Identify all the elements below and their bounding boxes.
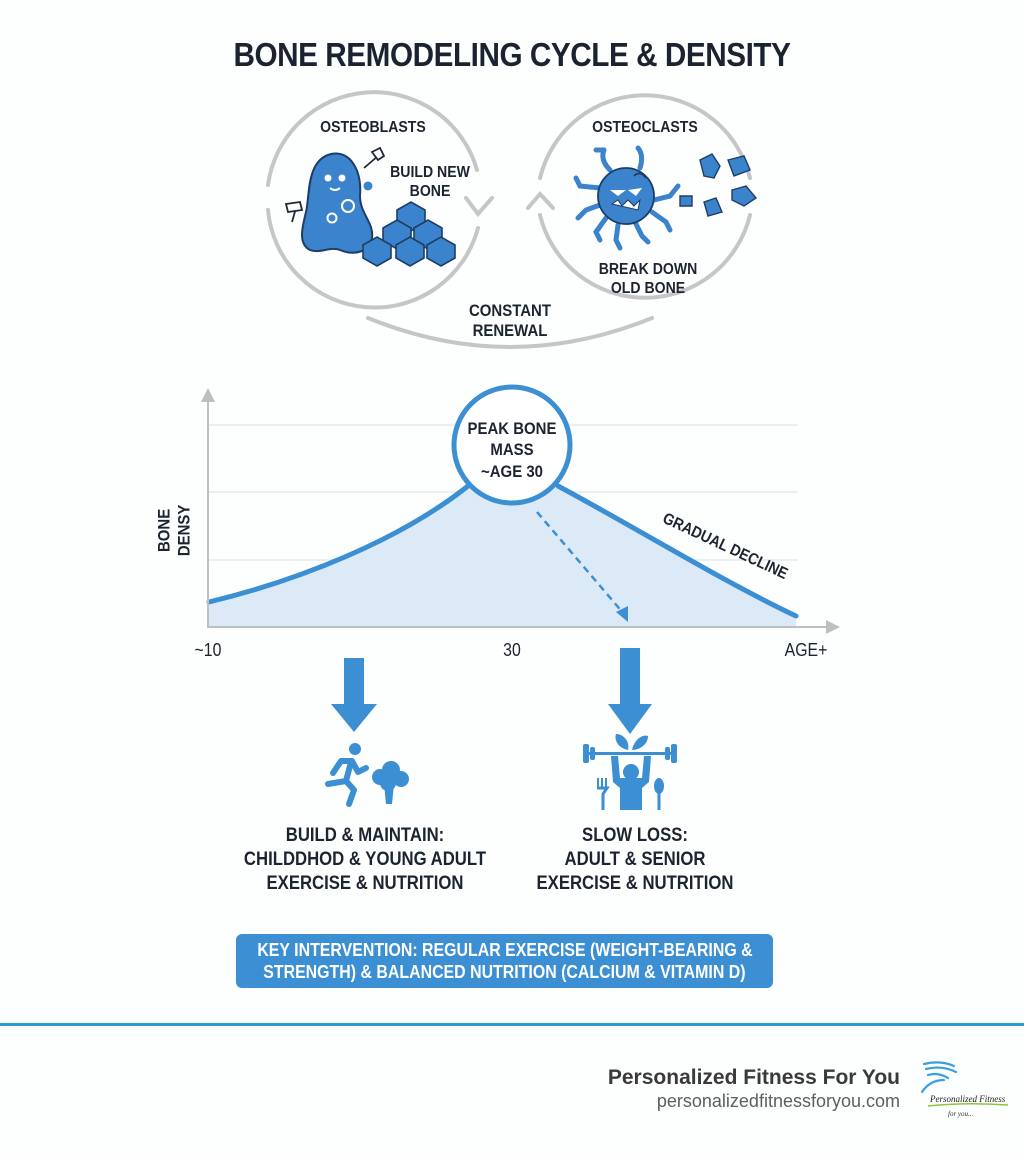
page-title: BONE REMODELING CYCLE & DENSITY (233, 36, 791, 73)
bone-blocks-icon (362, 201, 456, 267)
peak-dashed-arrow (536, 511, 625, 615)
osteoblasts-label: OSTEOBLASTS (320, 119, 426, 136)
remodeling-cycle-diagram (266, 90, 758, 349)
brand-logo: Personalized Fitness for you... (920, 1061, 1009, 1118)
y-axis-arrow-icon (201, 388, 215, 402)
break-down-old-bone-label: BREAK DOWN OLD BONE (598, 261, 698, 298)
footer-divider (0, 1023, 1024, 1026)
leaf-icon (615, 734, 648, 750)
dashed-arrowhead-icon (616, 606, 628, 622)
osteoclast-icon (573, 145, 681, 251)
density-area-fill (209, 488, 796, 627)
logo-swoosh-icon (920, 1061, 958, 1094)
constant-renewal-label: CONSTANT RENEWAL (468, 301, 552, 341)
build-new-bone-label: BUILD NEW BONE (390, 164, 470, 201)
key-intervention-banner: KEY INTERVENTION: REGULAR EXERCISE (WEIG… (236, 934, 773, 988)
hammer-icon (284, 146, 386, 223)
phase-icons (325, 648, 677, 810)
broccoli-icon (372, 761, 409, 804)
left-cycle-arc (266, 90, 480, 310)
weightlifter-icon (583, 744, 677, 810)
osteoclasts-label: OSTEOCLASTS (592, 119, 698, 136)
brand-name: Personalized Fitness For You (607, 1066, 900, 1089)
banner-line-2: STRENGTH) & BALANCED NUTRITION (CALCIUM … (263, 961, 746, 982)
x-tick-start: ~10 (194, 640, 222, 660)
left-down-arrow-icon (331, 658, 377, 732)
logo-underline (927, 1102, 1009, 1107)
right-cycle-arrowhead-icon (526, 190, 555, 210)
osteoblast-icon (301, 152, 374, 254)
running-person-icon (325, 743, 369, 807)
right-down-arrow-icon (608, 648, 652, 734)
peak-bone-mass-circle (451, 384, 573, 506)
spoon-icon (654, 778, 664, 810)
logo-tagline: for you... (948, 1110, 974, 1118)
x-tick-30: 30 (503, 640, 521, 660)
bone-fragments-icon (679, 153, 758, 217)
phase-build-maintain-caption: BUILD & MAINTAIN: CHILDDHOD & YOUNG ADUL… (243, 825, 487, 895)
renewal-arc (366, 316, 654, 349)
peak-bone-mass-label: PEAK BONE MASS ~AGE 30 (467, 419, 557, 481)
brand-url-link[interactable]: personalizedfitnessforyou.com (656, 1091, 900, 1111)
logo-text: Personalized Fitness (929, 1094, 1006, 1104)
density-curve-rise (206, 483, 471, 605)
density-curve-decline (555, 483, 799, 619)
bone-density-chart (201, 384, 840, 634)
x-axis-arrow-icon (826, 620, 840, 634)
right-cycle-arc (538, 93, 752, 300)
fork-icon (597, 778, 610, 810)
left-cycle-arrowhead-icon (464, 196, 494, 218)
phase-slow-loss-caption: SLOW LOSS: ADULT & SENIOR EXERCISE & NUT… (536, 825, 734, 895)
banner-line-1: KEY INTERVENTION: REGULAR EXERCISE (WEIG… (256, 938, 753, 960)
x-tick-age-plus: AGE+ (784, 640, 828, 660)
